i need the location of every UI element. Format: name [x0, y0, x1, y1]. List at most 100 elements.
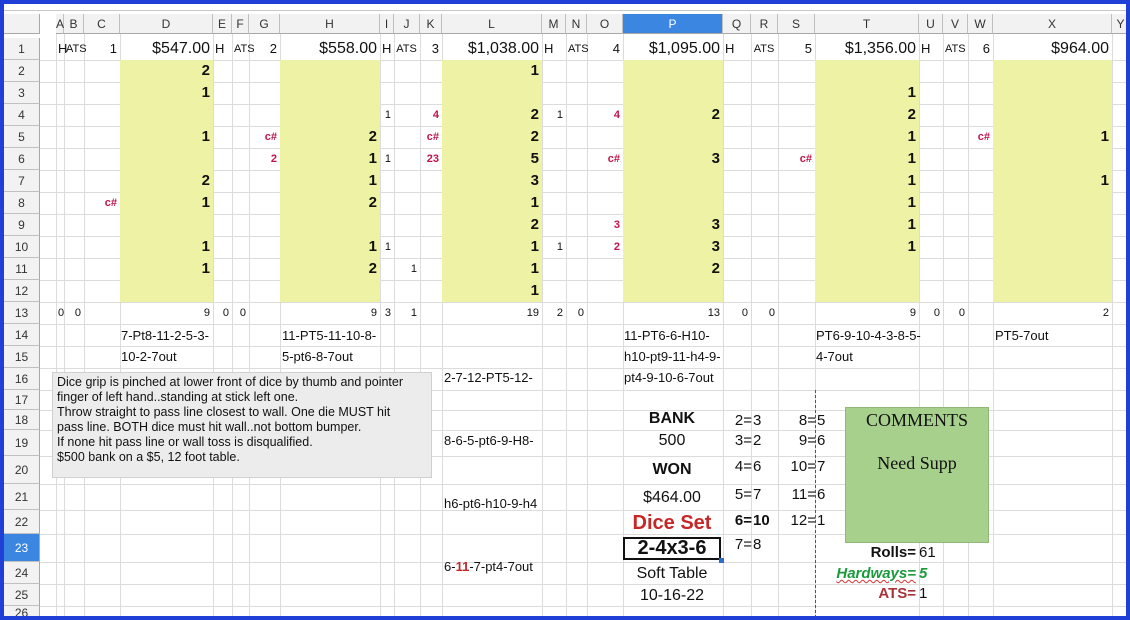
column-header-s[interactable]: S	[778, 14, 815, 34]
row-header-7[interactable]: 7	[4, 170, 40, 192]
freq-label-3: 3=	[734, 432, 752, 449]
instructions-note[interactable]: Dice grip is pinched at lower front of d…	[52, 372, 432, 478]
row-header-15[interactable]: 15	[4, 346, 40, 368]
row-header-12[interactable]: 12	[4, 280, 40, 302]
column-header-q[interactable]: Q	[723, 14, 751, 34]
freq-value-7: 8	[753, 536, 762, 553]
column-header-c[interactable]: C	[84, 14, 120, 34]
cell-l2: 1	[530, 62, 539, 79]
freq-label-10: 10=	[790, 458, 816, 475]
cell-d8: 1	[201, 194, 210, 211]
cell-i6: 1	[384, 153, 391, 165]
grid-row-line	[40, 170, 1126, 171]
row-header-2[interactable]: 2	[4, 60, 40, 82]
row-header-21[interactable]: 21	[4, 484, 40, 510]
sequence-l-red: 11	[455, 559, 470, 574]
row-header-16[interactable]: 16	[4, 368, 40, 390]
row-header-17[interactable]: 17	[4, 390, 40, 410]
cell-n13: 0	[577, 307, 584, 319]
cell-l1: $1,038.00	[467, 40, 539, 57]
grid-row-line	[40, 126, 1126, 127]
sequence-t: PT6-9-10-4-3-8-5- 4-7out	[816, 328, 921, 364]
column-header-o[interactable]: O	[587, 14, 623, 34]
column-header-h[interactable]: H	[280, 14, 380, 34]
column-header-t[interactable]: T	[815, 14, 919, 34]
row-header-6[interactable]: 6	[4, 148, 40, 170]
column-header-y[interactable]: Y	[1112, 14, 1126, 34]
column-header-r[interactable]: R	[751, 14, 778, 34]
cell-h10: 1	[368, 238, 377, 255]
row-header-4[interactable]: 4	[4, 104, 40, 126]
column-header-a[interactable]: A	[56, 14, 64, 34]
grid-row-line	[40, 236, 1126, 237]
row-header-13[interactable]: 13	[4, 302, 40, 324]
won-value: $464.00	[643, 489, 701, 506]
column-header-g[interactable]: G	[249, 14, 280, 34]
page-break-line	[815, 390, 816, 616]
yellow-block-h	[280, 60, 380, 302]
row-header-18[interactable]: 18	[4, 410, 40, 430]
freq-label-11: 11=	[791, 486, 816, 503]
dice-set-value[interactable]: 2-4x3-6	[637, 537, 707, 559]
freq-value-2: 3	[753, 412, 762, 429]
row-header-24[interactable]: 24	[4, 562, 40, 584]
cell-m4: 1	[556, 109, 563, 121]
column-header-d[interactable]: D	[120, 14, 213, 34]
cell-k5: c#	[426, 131, 439, 143]
cell-x1: $964.00	[1051, 40, 1109, 57]
column-header-p[interactable]: P	[623, 14, 723, 34]
grid-col-line	[442, 34, 443, 616]
fill-handle[interactable]	[719, 558, 724, 563]
cell-m10: 1	[556, 241, 563, 253]
freq-value-12: 1	[817, 512, 826, 529]
rolls-value: 61	[919, 544, 936, 561]
row-header-22[interactable]: 22	[4, 510, 40, 534]
row-header-3[interactable]: 3	[4, 82, 40, 104]
active-cell-cursor[interactable]	[623, 537, 721, 560]
row-header-11[interactable]: 11	[4, 258, 40, 280]
row-header-14[interactable]: 14	[4, 324, 40, 346]
sequence-l-suffix: -7-pt4-7out	[469, 559, 533, 574]
note-line-4: pass line. BOTH dice must hit wall..not …	[57, 420, 362, 434]
column-header-m[interactable]: M	[542, 14, 566, 34]
row-header-1[interactable]: 1	[4, 38, 40, 60]
sequence-p: 11-PT6-6-H10- h10-pt9-11-h4-9- pt4-9-10-…	[624, 328, 721, 385]
column-header-k[interactable]: K	[420, 14, 442, 34]
cell-f13: 0	[239, 307, 246, 319]
row-header-9[interactable]: 9	[4, 214, 40, 236]
cell-l7: 3	[530, 172, 539, 189]
column-header-l[interactable]: L	[442, 14, 542, 34]
row-header-19[interactable]: 19	[4, 430, 40, 456]
grid-col-line	[587, 34, 588, 616]
comments-box[interactable]: COMMENTS Need Supp	[845, 407, 989, 543]
column-header-v[interactable]: V	[943, 14, 968, 34]
column-header-e[interactable]: E	[213, 14, 232, 34]
column-header-x[interactable]: X	[993, 14, 1112, 34]
row-header-8[interactable]: 8	[4, 192, 40, 214]
column-header-n[interactable]: N	[566, 14, 587, 34]
column-header-f[interactable]: F	[232, 14, 249, 34]
cell-d2: 2	[201, 62, 210, 79]
cell-u1: H	[921, 41, 931, 56]
row-header-25[interactable]: 25	[4, 584, 40, 606]
cell-l11: 1	[530, 260, 539, 277]
grid-col-line	[232, 34, 233, 616]
row-header-20[interactable]: 20	[4, 456, 40, 484]
column-header-b[interactable]: B	[64, 14, 84, 34]
column-header-u[interactable]: U	[919, 14, 943, 34]
freq-value-10: 7	[817, 458, 826, 475]
freq-value-8: 5	[817, 412, 826, 429]
cell-i13: 3	[384, 307, 391, 319]
row-header-23[interactable]: 23	[4, 534, 40, 562]
grid-row-line	[40, 192, 1126, 193]
row-header-26[interactable]: 26	[4, 606, 40, 616]
column-header-j[interactable]: J	[394, 14, 420, 34]
cell-h7: 1	[368, 172, 377, 189]
sequence-l-line-1: 2-7-12-PT5-12-	[444, 370, 533, 385]
row-header-5[interactable]: 5	[4, 126, 40, 148]
select-all-corner[interactable]	[4, 14, 40, 34]
column-header-i[interactable]: I	[380, 14, 394, 34]
grid-col-line	[394, 34, 395, 616]
row-header-10[interactable]: 10	[4, 236, 40, 258]
column-header-w[interactable]: W	[968, 14, 993, 34]
